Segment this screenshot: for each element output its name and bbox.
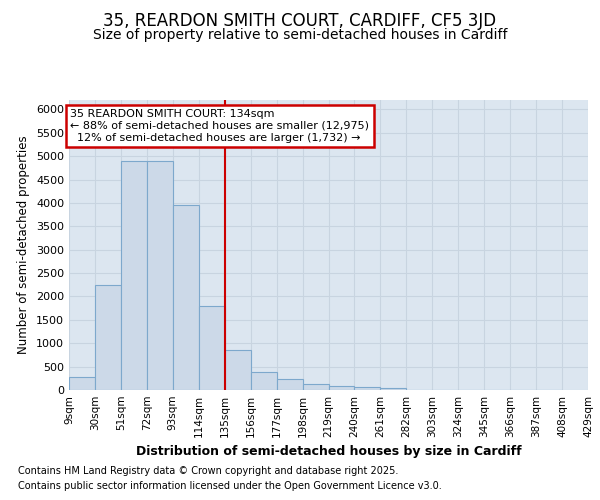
Bar (147, 161, 173, 390)
Bar (199, 306, 224, 390)
Text: Contains public sector information licensed under the Open Government Licence v3: Contains public sector information licen… (18, 481, 442, 491)
Bar (302, 384, 329, 390)
Bar (329, 386, 355, 390)
Bar (225, 350, 251, 390)
X-axis label: Distribution of semi-detached houses by size in Cardiff: Distribution of semi-detached houses by … (136, 446, 521, 458)
Text: 35, REARDON SMITH COURT, CARDIFF, CF5 3JD: 35, REARDON SMITH COURT, CARDIFF, CF5 3J… (103, 12, 497, 30)
Bar (380, 388, 406, 390)
Y-axis label: Number of semi-detached properties: Number of semi-detached properties (17, 136, 31, 354)
Text: 35 REARDON SMITH COURT: 134sqm
← 88% of semi-detached houses are smaller (12,975: 35 REARDON SMITH COURT: 134sqm ← 88% of … (70, 110, 369, 142)
Bar (277, 379, 302, 390)
Bar (355, 387, 380, 390)
Bar (251, 372, 277, 390)
Text: Contains HM Land Registry data © Crown copyright and database right 2025.: Contains HM Land Registry data © Crown c… (18, 466, 398, 476)
Bar (173, 205, 199, 390)
Bar (121, 161, 147, 390)
Text: Size of property relative to semi-detached houses in Cardiff: Size of property relative to semi-detach… (93, 28, 507, 42)
Bar (69, 378, 95, 390)
Bar (95, 285, 121, 390)
